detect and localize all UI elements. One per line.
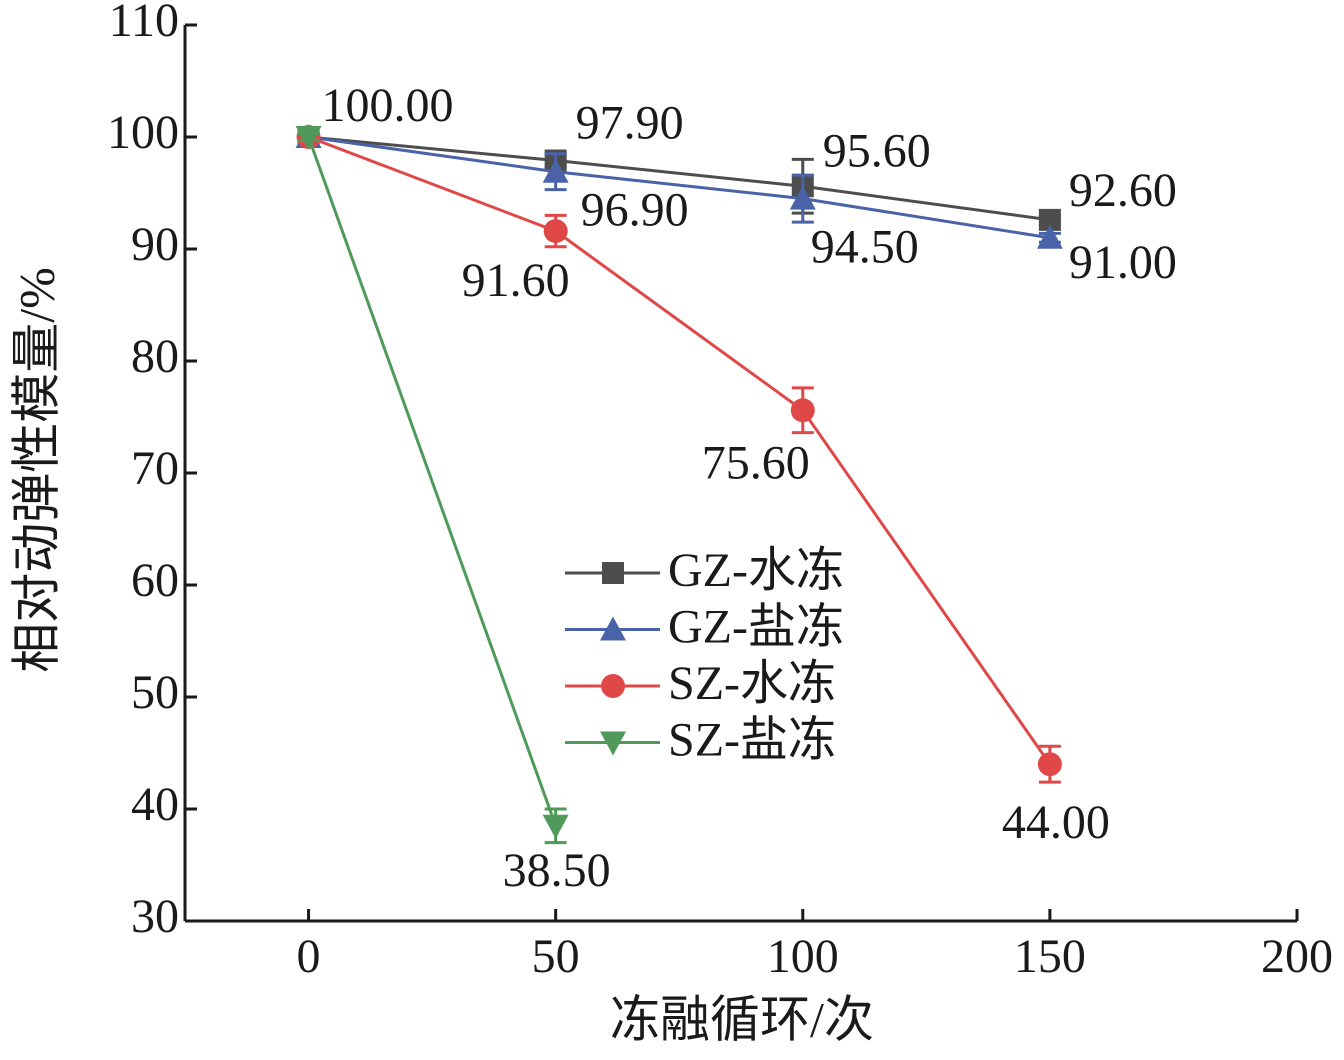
data-label: 100.00 (322, 79, 454, 132)
y-tick-label: 60 (131, 554, 179, 607)
marker (543, 219, 568, 244)
y-axis-title: 相对动弹性模量/% (8, 267, 64, 673)
data-label: 95.60 (823, 124, 931, 177)
legend-marker (600, 616, 626, 641)
x-tick-label: 0 (297, 930, 321, 983)
y-tick-label: 40 (131, 778, 179, 831)
x-tick-label: 200 (1261, 930, 1333, 983)
legend-label: GZ-盐冻 (668, 601, 844, 654)
series-line (308, 135, 1052, 766)
marker (542, 158, 569, 183)
data-label: 94.50 (811, 221, 919, 274)
legend-label: GZ-水冻 (668, 544, 844, 597)
data-label: 92.60 (1069, 164, 1177, 217)
series-line (308, 135, 1051, 222)
series-line (307, 136, 558, 827)
x-axis-title: 冻融循环/次 (610, 991, 874, 1047)
y-tick-label: 100 (107, 106, 179, 159)
marker (295, 126, 322, 150)
marker (789, 185, 816, 210)
series-line (308, 135, 1051, 240)
y-tick-label: 80 (131, 330, 179, 383)
data-label: 96.90 (581, 184, 689, 237)
y-tick-label: 50 (131, 666, 179, 719)
data-label: 91.00 (1069, 236, 1177, 289)
marker (790, 398, 815, 423)
data-label: 44.00 (1002, 796, 1110, 849)
legend-marker (602, 562, 624, 584)
marker (1036, 224, 1063, 249)
legend-marker (601, 674, 625, 698)
legend-label: SZ-盐冻 (668, 714, 836, 767)
legend-marker (600, 731, 626, 756)
x-tick-label: 150 (1014, 930, 1086, 983)
data-label: 97.90 (576, 97, 684, 150)
y-tick-label: 110 (109, 0, 179, 47)
data-label: 75.60 (702, 436, 810, 489)
x-tick-label: 50 (532, 930, 580, 983)
data-label: 38.50 (503, 844, 611, 897)
x-tick-label: 100 (767, 930, 839, 983)
marker (1037, 752, 1062, 777)
legend-label: SZ-水冻 (668, 657, 836, 710)
data-label: 91.60 (462, 254, 570, 307)
y-tick-label: 30 (131, 890, 179, 943)
y-tick-label: 70 (131, 442, 179, 495)
marker (542, 814, 569, 839)
y-tick-label: 90 (131, 218, 179, 271)
marker (1038, 208, 1061, 231)
